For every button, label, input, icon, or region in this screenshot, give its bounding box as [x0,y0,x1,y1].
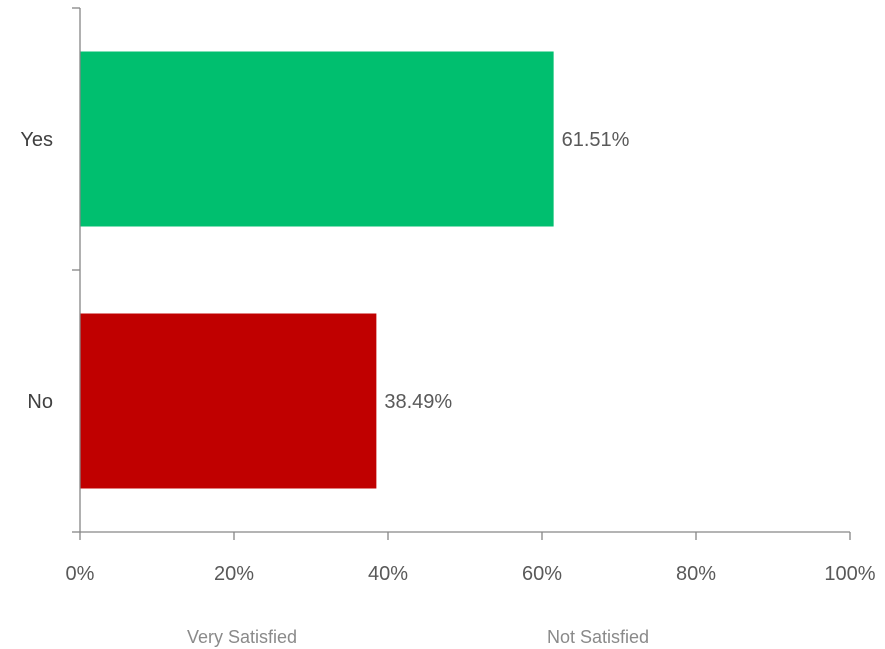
category-label-yes: Yes [20,129,53,151]
axes-layer [72,7,851,540]
bar-yes [80,51,554,227]
labels-layer: 61.51% Yes 38.49% No 0% 20% 40% 60% 80% 100% [20,129,875,585]
x-tick-label: 40% [368,563,408,585]
data-label-no: 38.49% [384,391,452,413]
bars-layer [80,51,554,489]
bar-no [80,313,377,489]
x-tick-label: 0% [66,563,95,585]
footer-label-very-satisfied: Very Satisfied [187,627,297,647]
x-tick-label: 100% [824,563,875,585]
footer-label-not-satisfied: Not Satisfied [547,627,649,647]
x-tick-label: 80% [676,563,716,585]
x-tick-label: 20% [214,563,254,585]
category-label-no: No [27,391,53,413]
data-label-yes: 61.51% [562,129,630,151]
x-tick-label: 60% [522,563,562,585]
